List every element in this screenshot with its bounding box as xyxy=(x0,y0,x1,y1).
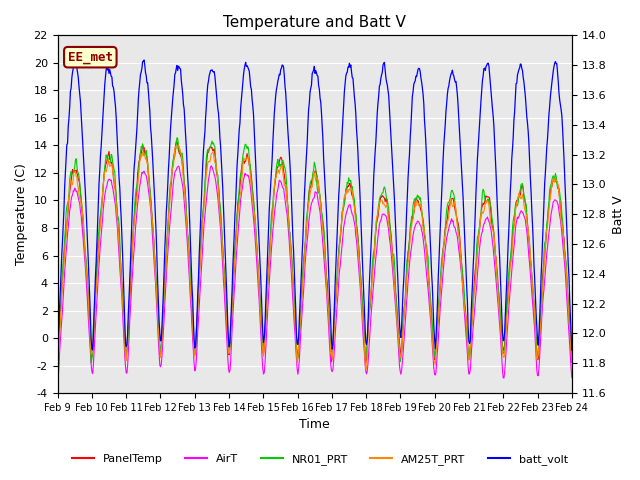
AM25T_PRT xyxy=(394,322,401,328)
batt_volt xyxy=(63,142,70,148)
AirT xyxy=(195,304,203,310)
NR01_PRT xyxy=(394,321,401,327)
PanelTemp xyxy=(568,360,576,365)
NR01_PRT xyxy=(54,349,61,355)
AirT xyxy=(168,196,176,202)
Title: Temperature and Batt V: Temperature and Batt V xyxy=(223,15,406,30)
AirT xyxy=(63,242,70,248)
PanelTemp xyxy=(394,312,401,317)
Line: AM25T_PRT: AM25T_PRT xyxy=(58,145,572,369)
Line: PanelTemp: PanelTemp xyxy=(58,142,572,363)
AM25T_PRT xyxy=(116,249,124,254)
AM25T_PRT xyxy=(54,365,61,371)
Legend: PanelTemp, AirT, NR01_PRT, AM25T_PRT, batt_volt: PanelTemp, AirT, NR01_PRT, AM25T_PRT, ba… xyxy=(68,450,572,469)
X-axis label: Time: Time xyxy=(300,419,330,432)
NR01_PRT xyxy=(568,349,576,355)
batt_volt xyxy=(169,96,177,102)
NR01_PRT xyxy=(87,360,95,366)
NR01_PRT xyxy=(173,135,181,141)
AirT xyxy=(54,379,61,384)
Line: NR01_PRT: NR01_PRT xyxy=(58,138,572,363)
AM25T_PRT xyxy=(568,358,576,364)
batt_volt xyxy=(196,236,204,242)
batt_volt xyxy=(393,249,401,255)
PanelTemp xyxy=(196,264,204,269)
PanelTemp xyxy=(63,222,70,228)
Text: EE_met: EE_met xyxy=(68,51,113,64)
AM25T_PRT xyxy=(363,366,371,372)
NR01_PRT xyxy=(196,246,204,252)
NR01_PRT xyxy=(63,204,70,209)
PanelTemp xyxy=(362,360,370,366)
PanelTemp xyxy=(378,193,386,199)
AM25T_PRT xyxy=(196,264,204,270)
PanelTemp xyxy=(54,357,61,363)
PanelTemp xyxy=(173,139,181,144)
Line: AirT: AirT xyxy=(58,166,572,382)
Line: batt_volt: batt_volt xyxy=(58,60,572,350)
AM25T_PRT xyxy=(378,198,386,204)
PanelTemp xyxy=(168,170,176,176)
AM25T_PRT xyxy=(168,168,176,174)
batt_volt xyxy=(140,57,148,63)
AirT xyxy=(116,264,124,270)
AirT xyxy=(378,215,385,221)
batt_volt xyxy=(116,185,124,191)
AirT xyxy=(207,163,215,168)
Y-axis label: Temperature (C): Temperature (C) xyxy=(15,163,28,265)
batt_volt xyxy=(54,335,61,340)
AirT xyxy=(393,317,401,323)
AM25T_PRT xyxy=(175,142,182,148)
AirT xyxy=(568,375,576,381)
Y-axis label: Batt V: Batt V xyxy=(612,195,625,234)
AM25T_PRT xyxy=(63,220,70,226)
NR01_PRT xyxy=(378,190,386,196)
batt_volt xyxy=(568,348,576,353)
batt_volt xyxy=(378,72,385,78)
NR01_PRT xyxy=(116,256,124,262)
NR01_PRT xyxy=(169,160,177,166)
PanelTemp xyxy=(116,245,124,251)
